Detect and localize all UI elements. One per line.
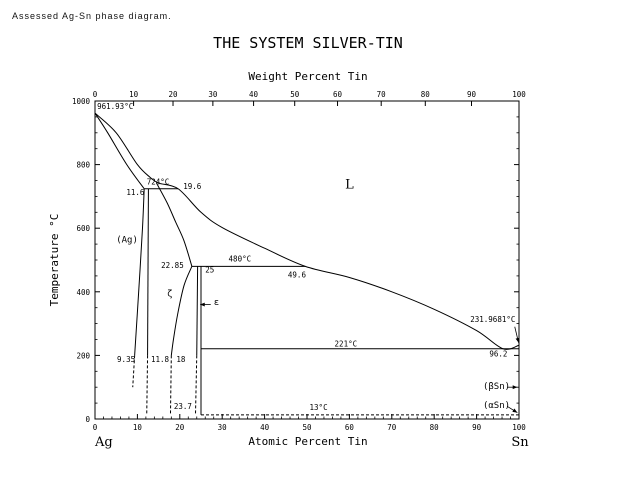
annotation-label: 23.7	[174, 402, 192, 411]
y-tick-label: 400	[76, 288, 90, 297]
top-tick-label: 50	[290, 90, 300, 99]
x-tick-label: 0	[93, 423, 98, 432]
annotation-label: 231.9681°C	[470, 315, 515, 324]
ag-solvus-dashed	[132, 355, 136, 388]
zeta-lower-boundary-dashed	[169, 355, 172, 415]
phase-label: ε	[214, 298, 219, 308]
y-tick-label: 200	[76, 351, 90, 360]
epsilon-left-boundary-dashed	[194, 355, 198, 415]
x-tick-label: 60	[345, 423, 355, 432]
y-tick-label: 600	[76, 224, 90, 233]
ag-solidus-curve	[94, 112, 145, 190]
x-tick-label: 30	[218, 423, 228, 432]
axis-ticks: 0 10 20 30 40 50 60 70 80 90 1000 10 20 30 40 50 60 70 80 9…	[72, 90, 526, 432]
y-axis-label: Temperature °C	[48, 214, 61, 307]
zeta-left-boundary	[147, 188, 149, 356]
annotation-label: 13°C	[310, 403, 328, 412]
x-tick-label: 40	[260, 423, 270, 432]
annotation-label: 96.2	[489, 350, 507, 359]
annotation-label: 480°C	[229, 255, 252, 264]
phase-label: (Ag)	[116, 236, 138, 246]
top-tick-label: 60	[333, 90, 343, 99]
diagram-title: THE SYSTEM SILVER-TIN	[213, 34, 403, 52]
annotation-label: 11.6	[126, 188, 145, 197]
annotation-label: 724°C	[147, 178, 170, 187]
zeta-upper-boundary	[156, 182, 193, 267]
bottom-axis-label: Atomic Percent Tin	[248, 435, 367, 448]
epsilon-left-boundary	[196, 266, 199, 356]
top-axis-label: Weight Percent Tin	[248, 70, 367, 83]
annotation-label: 221°C	[335, 339, 358, 348]
x-tick-label: 70	[387, 423, 397, 432]
ag-solvus-curve	[134, 188, 145, 356]
top-tick-label: 70	[377, 90, 387, 99]
x-tick-label: 90	[472, 423, 482, 432]
y-tick-label: 1000	[72, 97, 91, 106]
top-tick-label: 20	[169, 90, 179, 99]
phase-boundaries	[94, 112, 520, 419]
figure-caption: Assessed Ag-Sn phase diagram.	[12, 11, 172, 21]
y-tick-label: 0	[85, 415, 90, 424]
annotation-label: 19.6	[183, 182, 202, 191]
zeta-lower-boundary	[170, 266, 193, 356]
sn-melting-arrow-head	[515, 337, 520, 343]
alpha-sn-arrow-head	[512, 408, 518, 413]
x-tick-label: 50	[302, 423, 312, 432]
annotation-label: 961.93°C	[97, 102, 133, 111]
zeta-left-boundary-dashed	[146, 355, 149, 415]
phase-label: (αSn)	[483, 401, 510, 411]
top-tick-label: 80	[421, 90, 431, 99]
phase-labels: 961.93°C 724°C 19.6 11.6 22.85 480°C 25 49.6 231…	[97, 102, 515, 412]
top-tick-label: 0	[93, 90, 98, 99]
right-component-label: Sn	[511, 435, 529, 450]
y-tick-label: 800	[76, 161, 90, 170]
x-tick-label: 80	[430, 423, 440, 432]
plot-frame	[94, 100, 520, 420]
x-tick-label: 100	[512, 423, 526, 432]
left-component-label: Ag	[94, 435, 113, 450]
epsilon-arrow-head	[200, 302, 205, 307]
top-tick-label: 40	[249, 90, 259, 99]
top-tick-label: 100	[512, 90, 526, 99]
beta-sn-arrow-head	[512, 385, 518, 390]
top-tick-label: 30	[208, 90, 218, 99]
annotation-label: 22.85	[161, 261, 184, 270]
liquidus-curve	[94, 112, 520, 350]
phase-label: ζ	[167, 290, 172, 300]
top-tick-label: 10	[129, 90, 139, 99]
annotation-label: 9.35	[117, 355, 135, 364]
x-tick-label: 10	[133, 423, 143, 432]
annotation-label: 18	[176, 355, 186, 364]
annotation-label: 25	[205, 266, 214, 275]
annotation-label: 49.6	[288, 270, 307, 279]
top-tick-label: 90	[467, 90, 477, 99]
phase-label: (βSn)	[483, 382, 510, 392]
annotation-label: 11.8	[151, 355, 170, 364]
phase-label: L	[345, 177, 354, 192]
x-tick-label: 20	[175, 423, 185, 432]
